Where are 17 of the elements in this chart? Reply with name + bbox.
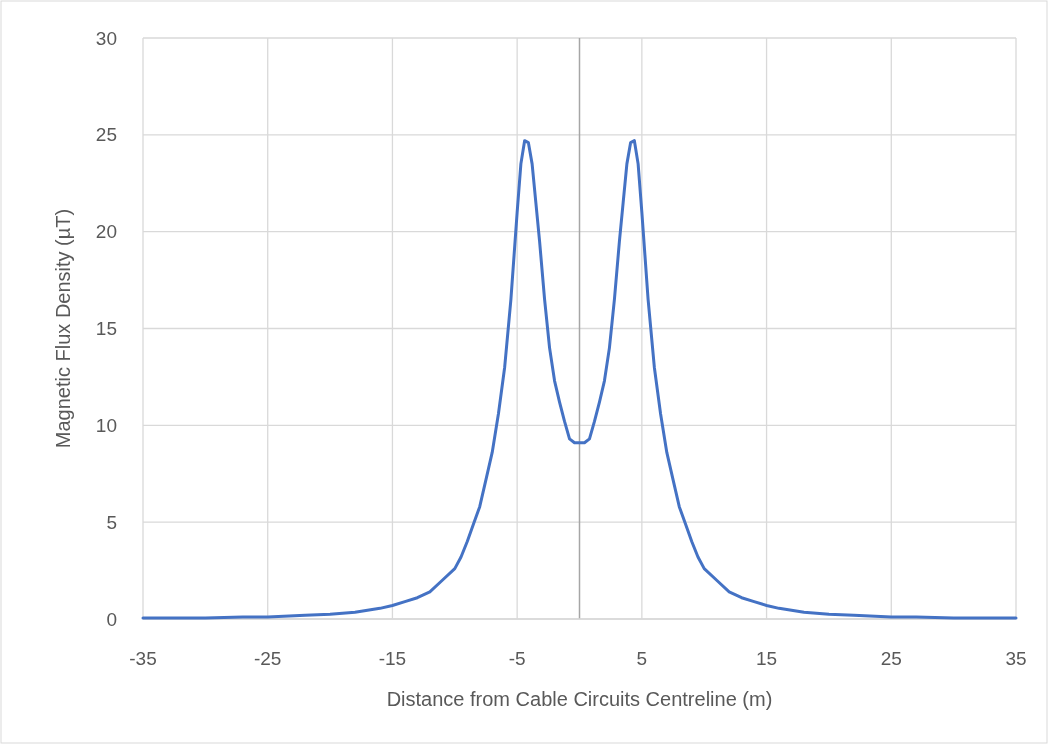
y-tick-label: 30 bbox=[95, 27, 117, 49]
x-tick-label: -15 bbox=[378, 648, 407, 669]
x-axis-title: Distance from Cable Circuits Centreline (m) bbox=[386, 688, 773, 710]
y-tick-label: 20 bbox=[95, 221, 117, 243]
y-tick-label: 25 bbox=[95, 124, 117, 146]
x-tick-label: -5 bbox=[508, 648, 526, 669]
x-tick-label: 35 bbox=[1005, 648, 1027, 669]
x-tick-label: 15 bbox=[756, 648, 778, 669]
y-axis-title: Magnetic Flux Density (µT) bbox=[52, 208, 74, 449]
x-tick-label: 25 bbox=[880, 648, 902, 669]
y-tick-label: 5 bbox=[106, 511, 117, 533]
x-tick-label: 5 bbox=[636, 648, 648, 669]
y-tick-label: 10 bbox=[95, 414, 117, 436]
x-tick-label: -35 bbox=[129, 648, 157, 669]
x-tick-label: -25 bbox=[253, 648, 282, 669]
y-tick-label: 15 bbox=[95, 318, 117, 340]
y-tick-label: 0 bbox=[106, 608, 117, 630]
